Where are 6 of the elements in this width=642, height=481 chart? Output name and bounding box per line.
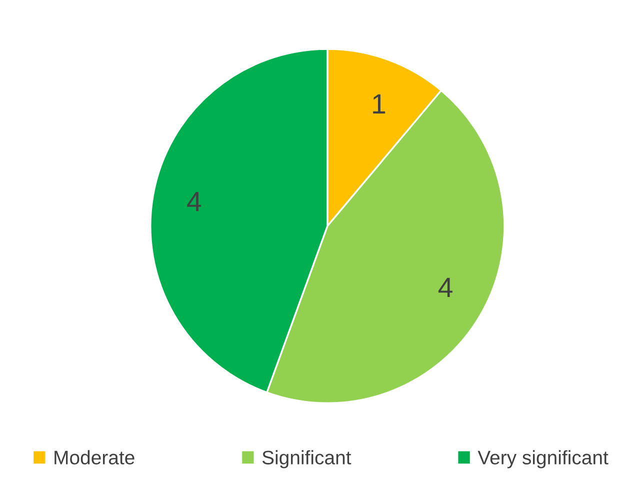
- data-label: 4: [438, 278, 452, 297]
- legend-label: Very significant: [478, 450, 608, 468]
- legend-label: Moderate: [54, 450, 134, 464]
- legend-label: Significant: [262, 450, 352, 468]
- data-label: 1: [373, 94, 386, 114]
- data-label: 4: [187, 192, 202, 212]
